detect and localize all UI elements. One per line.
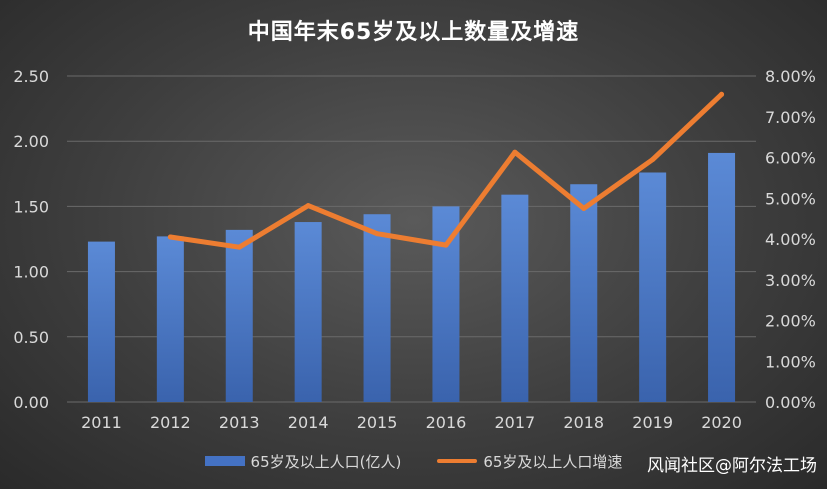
x-tick-label: 2011 <box>81 413 122 432</box>
legend-bar-swatch <box>204 456 245 466</box>
x-tick-label: 2018 <box>563 413 604 432</box>
y-right-tick-label: 5.00% <box>765 189 816 208</box>
y-right-tick-label: 3.00% <box>765 271 816 290</box>
legend-line-swatch <box>437 459 478 463</box>
x-tick-label: 2019 <box>632 413 673 432</box>
bar <box>363 214 391 402</box>
y-left-tick-label: 1.00 <box>13 263 49 282</box>
y-left-tick-label: 2.50 <box>13 67 49 86</box>
y-right-tick-label: 0.00% <box>765 393 816 412</box>
x-tick-label: 2015 <box>357 413 398 432</box>
chart-title: 中国年末65岁及以上数量及增速 <box>247 20 580 45</box>
line-point <box>305 203 311 209</box>
x-tick-label: 2013 <box>219 413 260 432</box>
line-point <box>167 234 173 240</box>
line-point <box>443 242 449 248</box>
legend-item-bar: 65岁及以上人口(亿人) <box>204 451 402 472</box>
line-point <box>512 149 518 155</box>
y-left-tick-label: 0.50 <box>13 328 49 347</box>
y-right-tick-label: 7.00% <box>765 108 816 127</box>
bar <box>639 172 667 402</box>
watermark: 风闻社区@阿尔法工场 <box>647 456 817 476</box>
bar <box>708 152 736 402</box>
bar <box>225 229 253 402</box>
x-tick-label: 2012 <box>150 413 191 432</box>
y-left-tick-label: 1.50 <box>13 197 49 216</box>
line-point <box>719 91 725 97</box>
y-right-tick-label: 1.00% <box>765 352 816 371</box>
legend-line-label: 65岁及以上人口增速 <box>483 452 623 471</box>
y-right-tick-label: 6.00% <box>765 149 816 168</box>
y-left-tick-label: 0.00 <box>13 393 49 412</box>
bar <box>87 241 115 402</box>
x-tick-label: 2014 <box>288 413 329 432</box>
x-tick-label: 2020 <box>701 413 742 432</box>
y-right-tick-label: 8.00% <box>765 67 816 86</box>
bar <box>570 184 598 402</box>
bar <box>156 236 184 402</box>
y-right-tick-label: 2.00% <box>765 312 816 331</box>
line-point <box>374 231 380 237</box>
line-point <box>581 205 587 211</box>
y-left-tick-label: 2.00 <box>13 132 49 151</box>
x-tick-label: 2016 <box>426 413 467 432</box>
legend-bar-label: 65岁及以上人口(亿人) <box>250 452 402 471</box>
y-right-tick-label: 4.00% <box>765 230 816 249</box>
x-tick-label: 2017 <box>494 413 535 432</box>
bar <box>432 206 460 402</box>
legend: 65岁及以上人口(亿人) 65岁及以上人口增速 <box>0 449 827 473</box>
bar <box>501 194 529 402</box>
legend-item-line: 65岁及以上人口增速 <box>437 451 622 472</box>
line-point <box>236 244 242 250</box>
bar <box>294 222 322 402</box>
line-point <box>650 157 656 163</box>
